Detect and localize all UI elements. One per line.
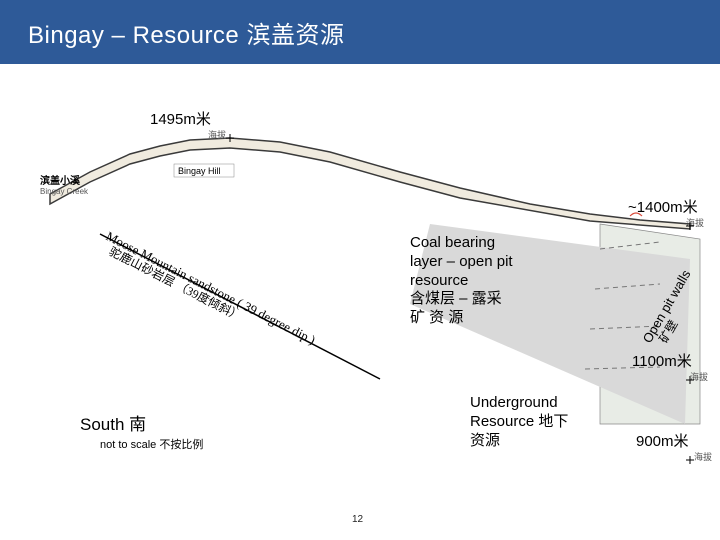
elevation-label: 1495m米 bbox=[150, 111, 211, 128]
cross-section-svg: Moose Mountain sandstone ( 39 degree dip… bbox=[0, 64, 720, 540]
mountain-profile bbox=[50, 138, 690, 229]
page-number: 12 bbox=[352, 514, 363, 525]
elevation-sub: 海拔 bbox=[694, 451, 712, 462]
underground-resource-label: Underground Resource 地下 资源 bbox=[470, 394, 568, 450]
elevation-label: ~1400m米 bbox=[628, 199, 698, 216]
creek-label: 滨盖小溪 bbox=[40, 174, 81, 187]
south-label: South 南 bbox=[80, 414, 146, 435]
not-to-scale-label: not to scale 不按比例 bbox=[100, 439, 203, 453]
page-title: Bingay – Resource 滨盖资源 bbox=[28, 15, 344, 50]
elevation-label: 900m米 bbox=[636, 433, 689, 450]
coal-bearing-label: Coal bearing layer – open pit resource 含… bbox=[410, 234, 513, 328]
bedding-label-en: Moose Mountain sandstone ( 39 degree dip… bbox=[104, 228, 318, 347]
hill-label: Bingay Hill bbox=[178, 166, 221, 176]
creek-label-sub: Bingay Creek bbox=[40, 187, 89, 196]
diagram-area: Moose Mountain sandstone ( 39 degree dip… bbox=[0, 64, 720, 540]
header-bar: Bingay – Resource 滨盖资源 bbox=[0, 0, 720, 64]
elevation-label: 1100m米 bbox=[632, 353, 692, 370]
bedding-label-zh: 驼鹿山砂岩层 （39度倾斜） bbox=[107, 243, 245, 323]
elevation-sub: 海拔 bbox=[208, 129, 226, 140]
